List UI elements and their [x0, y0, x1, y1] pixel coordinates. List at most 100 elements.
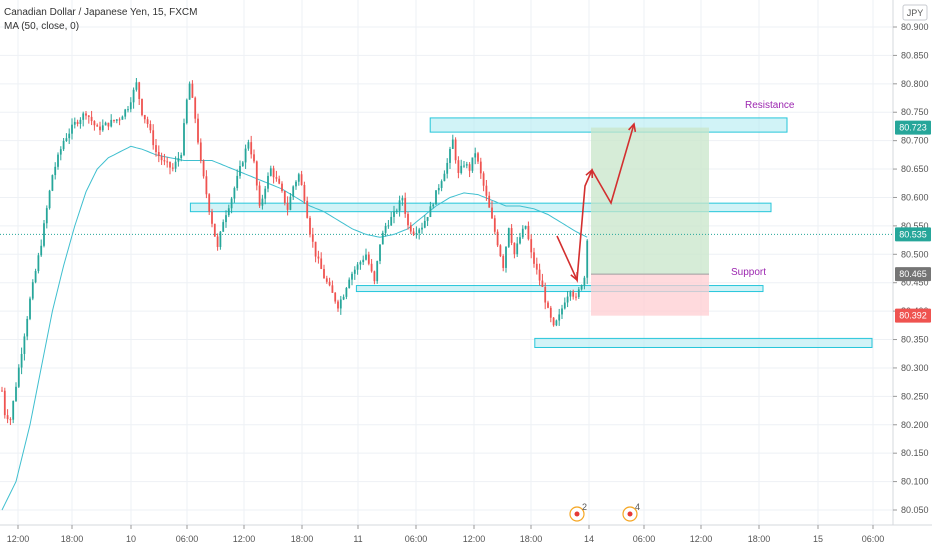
- candle: [219, 230, 222, 250]
- event-marker[interactable]: 4: [622, 502, 640, 522]
- candle-body: [359, 262, 362, 265]
- candle-body: [345, 287, 348, 297]
- candle: [258, 181, 261, 208]
- candle-body: [272, 168, 275, 178]
- candle: [3, 387, 6, 419]
- stop-loss-area[interactable]: [591, 274, 709, 316]
- candle: [479, 157, 482, 179]
- candle: [143, 114, 146, 124]
- candle-body: [432, 204, 435, 207]
- candle: [79, 117, 82, 129]
- candle-body: [493, 218, 496, 232]
- resistance-label[interactable]: Resistance: [745, 100, 795, 111]
- candle: [387, 220, 390, 229]
- price-tag[interactable]: 80.465: [895, 267, 931, 282]
- candle: [323, 264, 325, 279]
- candle: [521, 225, 524, 239]
- y-tick-label: 80.550: [901, 221, 929, 231]
- candle: [379, 244, 381, 265]
- candle-body: [6, 415, 9, 420]
- candle-body: [216, 236, 219, 247]
- candle: [446, 158, 449, 179]
- candle-body: [101, 125, 104, 131]
- candle-body: [1, 390, 3, 392]
- price-tag[interactable]: 80.723: [895, 120, 931, 135]
- price-tag[interactable]: 80.535: [895, 227, 931, 242]
- candle-body: [454, 139, 457, 161]
- candle: [267, 172, 269, 193]
- candle-body: [311, 234, 314, 242]
- candle-body: [166, 161, 169, 163]
- candle-body: [289, 196, 292, 210]
- candle: [85, 111, 87, 120]
- candle: [314, 241, 317, 263]
- candles: [1, 77, 589, 426]
- candle: [561, 304, 563, 320]
- event-marker[interactable]: 2: [569, 502, 587, 522]
- candle-body: [12, 400, 15, 420]
- candle: [482, 171, 485, 192]
- candle: [286, 196, 289, 216]
- candle: [538, 263, 541, 286]
- symbol-title[interactable]: Canadian Dollar / Japanese Yen, 15, FXCM: [4, 7, 198, 18]
- arrow-head: [585, 168, 594, 179]
- candle: [281, 181, 283, 193]
- candle-body: [96, 125, 99, 127]
- support-label[interactable]: Support: [731, 267, 766, 278]
- candle-body: [129, 102, 132, 110]
- candle: [185, 98, 188, 125]
- candle: [342, 294, 345, 301]
- candle: [552, 317, 555, 327]
- candle-body: [365, 254, 367, 260]
- candle-body: [213, 223, 216, 237]
- time-axis[interactable]: 12:00 18:00 10 06:00 12:00 18:00 11 06:00 12:00 1…: [7, 525, 885, 544]
- candle: [440, 179, 443, 192]
- price-tag-bg: [895, 267, 931, 282]
- forecast-path[interactable]: [556, 123, 635, 284]
- candle-body: [362, 259, 365, 263]
- candle: [255, 160, 258, 191]
- ma-50-line[interactable]: [1, 145, 588, 511]
- candle: [183, 118, 185, 157]
- candle: [443, 170, 446, 182]
- candle-body: [241, 162, 244, 167]
- x-tick-label: 14: [584, 534, 594, 544]
- candle: [544, 282, 547, 310]
- currency-badge[interactable]: JPY: [902, 4, 928, 21]
- candle-body: [264, 188, 267, 199]
- forecast-arrows[interactable]: [556, 122, 637, 284]
- candle-body: [118, 119, 121, 121]
- price-tag[interactable]: 80.392: [895, 308, 931, 323]
- candle: [381, 230, 384, 245]
- candle-body: [65, 138, 68, 141]
- candle-body: [255, 161, 258, 186]
- candle: [127, 105, 129, 113]
- candle: [29, 296, 31, 321]
- candle: [31, 279, 34, 301]
- candle: [101, 119, 104, 132]
- candle-body: [269, 168, 272, 176]
- candle-body: [566, 296, 569, 303]
- long-position-tool[interactable]: [591, 127, 709, 316]
- ma-indicator-label[interactable]: MA (50, close, 0): [4, 21, 80, 32]
- candle: [152, 124, 155, 150]
- candle-body: [211, 211, 213, 224]
- support-zone[interactable]: [355, 285, 764, 293]
- candle: [351, 271, 353, 286]
- profit-target-area[interactable]: [591, 127, 709, 275]
- candle: [555, 319, 558, 327]
- candle-body: [418, 229, 421, 234]
- candle: [115, 118, 118, 124]
- candle: [93, 120, 96, 131]
- candle: [227, 204, 230, 218]
- candle: [325, 275, 328, 284]
- candle-body: [460, 165, 463, 173]
- low-zone[interactable]: [534, 337, 873, 348]
- candle-body: [267, 175, 269, 189]
- candle: [362, 255, 365, 266]
- mid-zone[interactable]: [189, 202, 772, 213]
- candle-body: [59, 149, 62, 155]
- candle: [353, 266, 356, 280]
- candle-body: [253, 154, 255, 162]
